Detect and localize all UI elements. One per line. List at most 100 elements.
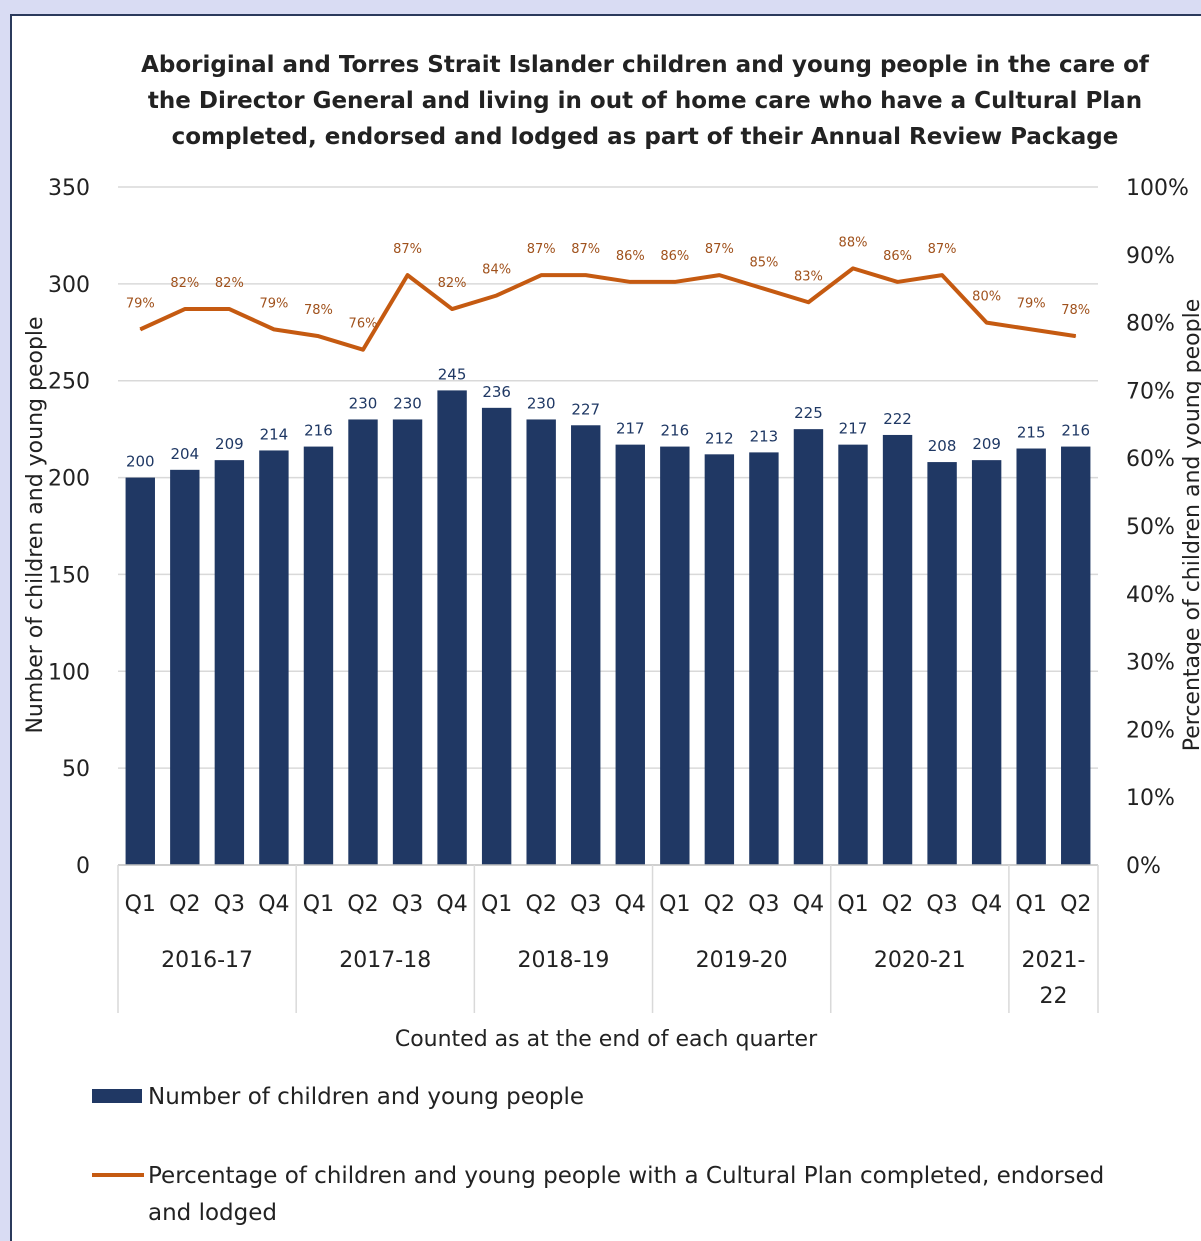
bar bbox=[838, 444, 868, 865]
line-data-label: 86% bbox=[660, 249, 689, 264]
line-point bbox=[986, 322, 988, 324]
line-point bbox=[496, 294, 498, 296]
bar bbox=[793, 429, 824, 865]
legend-bar-swatch bbox=[92, 1089, 142, 1103]
x-tick-label: Q1 bbox=[303, 892, 334, 917]
line-data-label: 78% bbox=[1061, 303, 1090, 318]
y-tick-label: 50 bbox=[62, 757, 90, 782]
line-data-label: 87% bbox=[928, 242, 957, 257]
bar-data-label: 213 bbox=[750, 427, 779, 445]
line-point bbox=[1075, 335, 1077, 337]
y2-tick-label: 50% bbox=[1126, 515, 1175, 540]
x-axis-title: Counted as at the end of each quarter bbox=[395, 1027, 818, 1052]
bar bbox=[259, 450, 289, 865]
x-tick-label: Q3 bbox=[214, 892, 245, 917]
line-data-label: 83% bbox=[794, 269, 823, 284]
bar-data-label: 230 bbox=[393, 394, 422, 412]
y2-tick-label: 70% bbox=[1126, 379, 1175, 404]
x-tick-label: Q1 bbox=[481, 892, 512, 917]
x-tick-label: Q4 bbox=[615, 892, 646, 917]
line-data-label: 79% bbox=[126, 296, 155, 311]
bar bbox=[170, 469, 200, 865]
legend: Number of children and young people Perc… bbox=[92, 1084, 1104, 1226]
y2-tick-label: 0% bbox=[1126, 854, 1161, 879]
bar bbox=[1016, 448, 1046, 865]
x-tick-label: Q2 bbox=[704, 892, 735, 917]
bar bbox=[660, 446, 690, 865]
bar-data-label: 236 bbox=[482, 383, 511, 401]
line-point bbox=[718, 274, 720, 276]
y-axis-left: 0 50 100 150 200 250 300 350 bbox=[48, 176, 90, 879]
chart-title-line-3: completed, endorsed and lodged as part o… bbox=[172, 124, 1119, 150]
x-tick-label: Q3 bbox=[748, 892, 779, 917]
legend-bar-label: Number of children and young people bbox=[148, 1084, 584, 1110]
line-data-label: 79% bbox=[1017, 296, 1046, 311]
bar bbox=[971, 460, 1002, 865]
bar-data-label: 200 bbox=[126, 453, 155, 471]
x-tick-label: Q4 bbox=[793, 892, 824, 917]
bar-data-label: 214 bbox=[260, 425, 289, 443]
line-point bbox=[451, 308, 453, 310]
legend-line-label-1: Percentage of children and young people … bbox=[148, 1163, 1104, 1189]
x-axis: Q1 Q2 Q3 Q4 Q1 Q2 Q3 Q4 Q1 Q2 Q3 Q4 Q1 Q2 Q3 Q4 Q1 Q2 Q3 Q4… bbox=[117, 864, 1099, 1013]
x-tick-label: Q4 bbox=[436, 892, 467, 917]
line-point bbox=[852, 267, 854, 269]
line-data-label: 86% bbox=[616, 249, 645, 264]
line-data-label: 80% bbox=[972, 290, 1001, 305]
x-tick-label: Q4 bbox=[258, 892, 289, 917]
line-point bbox=[407, 274, 409, 276]
bar bbox=[303, 446, 334, 865]
y2-tick-label: 30% bbox=[1126, 651, 1175, 676]
chart-frame bbox=[10, 14, 1201, 1241]
bar bbox=[615, 444, 645, 865]
line-data-label: 87% bbox=[571, 242, 600, 257]
x-tick-label: Q3 bbox=[570, 892, 601, 917]
x-tick-label: Q1 bbox=[125, 892, 156, 917]
x-group-label: 2019-20 bbox=[696, 948, 788, 973]
x-tick-label: Q1 bbox=[837, 892, 868, 917]
y-tick-label: 100 bbox=[48, 660, 90, 685]
y-tick-label: 350 bbox=[48, 176, 90, 201]
bar-data-label: 204 bbox=[170, 445, 199, 463]
y2-axis-title: Percentage of children and young people bbox=[1180, 299, 1201, 752]
x-group-label: 2016-17 bbox=[161, 948, 253, 973]
line-point bbox=[540, 274, 542, 276]
line-point bbox=[763, 288, 765, 290]
chart-title: Aboriginal and Torres Strait Islander ch… bbox=[141, 52, 1150, 150]
line-point bbox=[362, 349, 364, 351]
bar-data-label: 217 bbox=[839, 420, 868, 438]
bar-data-label: 209 bbox=[972, 435, 1001, 453]
x-tick-label: Q1 bbox=[1016, 892, 1047, 917]
line-point bbox=[139, 328, 141, 330]
y2-tick-label: 20% bbox=[1126, 718, 1175, 743]
line-point bbox=[585, 274, 587, 276]
y-tick-label: 0 bbox=[76, 854, 90, 879]
line-series bbox=[139, 266, 1077, 352]
bar bbox=[526, 419, 556, 865]
line-point bbox=[317, 335, 319, 337]
x-tick-label: Q2 bbox=[526, 892, 557, 917]
line-data-label: 82% bbox=[215, 276, 244, 291]
x-group-label: 2018-19 bbox=[517, 948, 609, 973]
x-tick-label: Q3 bbox=[392, 892, 423, 917]
line-point bbox=[184, 308, 186, 310]
line-point bbox=[897, 281, 899, 283]
y-tick-label: 300 bbox=[48, 273, 90, 298]
x-group-label: 2017-18 bbox=[339, 948, 431, 973]
line-data-label: 87% bbox=[705, 242, 734, 257]
line-data-label: 86% bbox=[883, 249, 912, 264]
line-data-labels: 79% 82% 82% 79% 78% 76% 87% 82% 84% 87% 87% 86% 86% 8… bbox=[126, 235, 1090, 331]
chart-title-line-1: Aboriginal and Torres Strait Islander ch… bbox=[141, 52, 1150, 78]
bar-data-label: 215 bbox=[1017, 424, 1046, 442]
bar-series bbox=[125, 390, 1091, 865]
line-data-label: 76% bbox=[349, 317, 378, 332]
bar bbox=[882, 434, 913, 865]
x-group-label: 2020-21 bbox=[874, 948, 966, 973]
line-point bbox=[228, 308, 230, 310]
bar-data-label: 230 bbox=[527, 394, 556, 412]
x-tick-label: Q2 bbox=[169, 892, 200, 917]
x-tick-label: Q2 bbox=[882, 892, 913, 917]
y2-tick-label: 90% bbox=[1126, 244, 1175, 269]
bar bbox=[927, 462, 957, 865]
x-group-label: 2021- bbox=[1021, 948, 1085, 973]
